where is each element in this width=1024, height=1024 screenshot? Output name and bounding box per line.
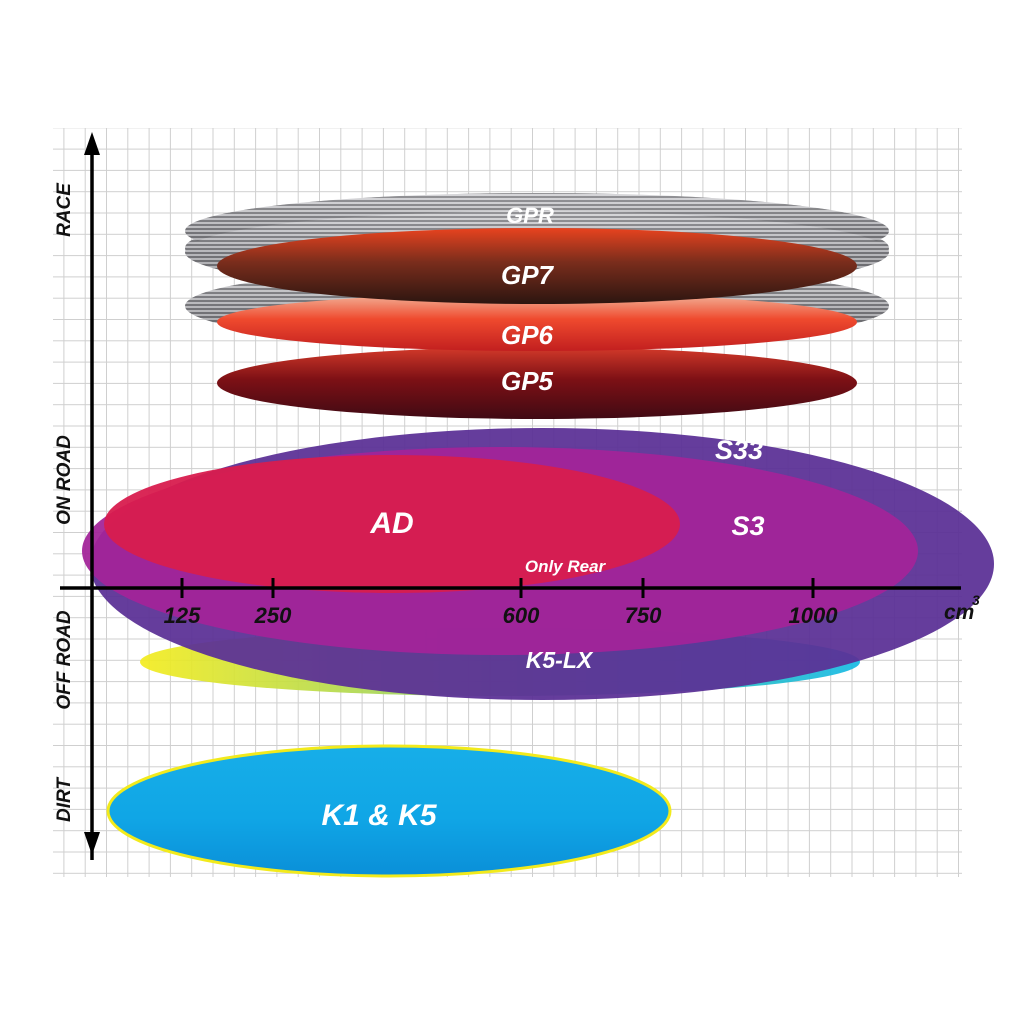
svg-text:OFF ROAD: OFF ROAD bbox=[54, 610, 75, 709]
svg-text:600: 600 bbox=[503, 603, 540, 628]
svg-text:ON ROAD: ON ROAD bbox=[54, 435, 75, 525]
svg-text:DIRT: DIRT bbox=[54, 777, 75, 822]
svg-text:S3: S3 bbox=[731, 511, 764, 541]
svg-text:AD: AD bbox=[369, 507, 413, 540]
svg-text:K1 & K5: K1 & K5 bbox=[321, 799, 437, 832]
svg-text:3: 3 bbox=[972, 592, 980, 608]
svg-text:250: 250 bbox=[254, 603, 292, 628]
svg-text:1000: 1000 bbox=[789, 603, 839, 628]
svg-text:GP6: GP6 bbox=[501, 320, 554, 350]
svg-text:RACE: RACE bbox=[54, 182, 75, 237]
svg-text:125: 125 bbox=[164, 603, 201, 628]
svg-text:S33: S33 bbox=[715, 435, 763, 465]
svg-text:Only Rear: Only Rear bbox=[525, 557, 607, 576]
svg-text:GP5: GP5 bbox=[501, 366, 554, 396]
svg-text:GP7: GP7 bbox=[501, 260, 555, 290]
svg-text:GPR: GPR bbox=[506, 203, 554, 228]
svg-text:cm: cm bbox=[944, 601, 974, 624]
svg-text:K5-LX: K5-LX bbox=[526, 647, 594, 673]
svg-text:750: 750 bbox=[625, 603, 662, 628]
